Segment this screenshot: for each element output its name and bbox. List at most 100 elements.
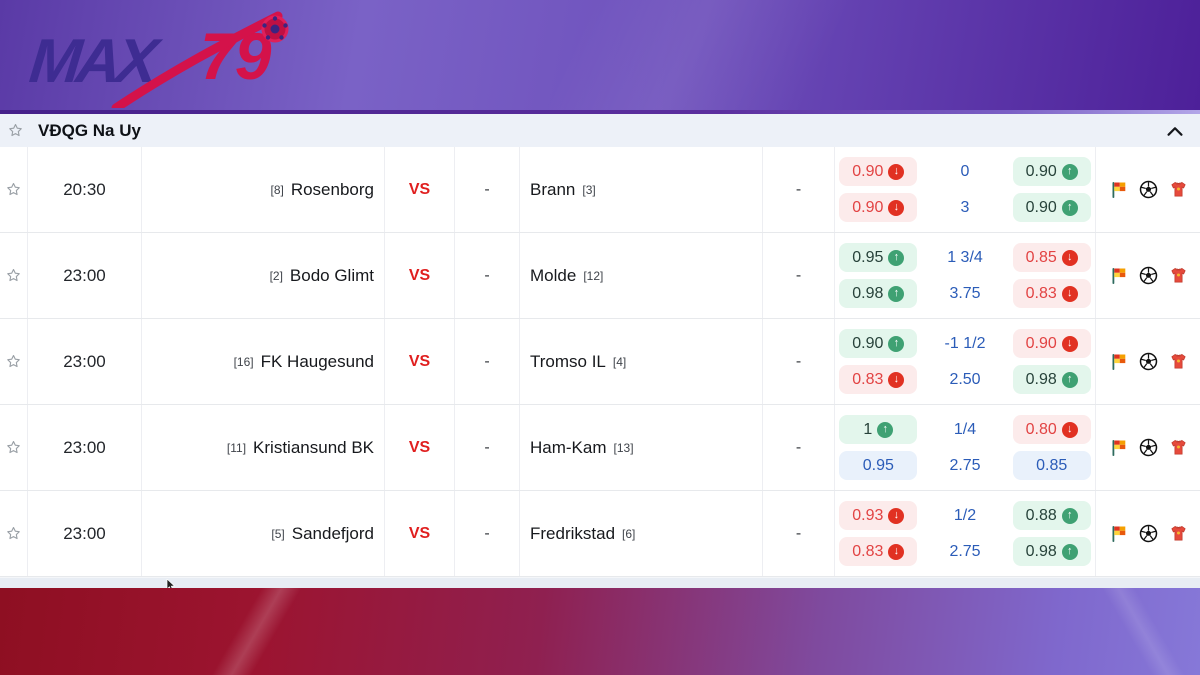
trend-arrow-icon: ↑ xyxy=(1061,163,1078,180)
odds-value: 0.90 xyxy=(852,162,884,180)
away-team-cell[interactable]: Brann [3] xyxy=(520,147,763,232)
odds-line-bottom: 0.83 ↓ 2.75 0.98 ↑ xyxy=(835,537,1095,566)
odds-home-top-button[interactable]: 0.93 ↓ xyxy=(839,501,918,530)
logo-swoosh-ball-icon xyxy=(111,11,289,108)
home-team-name: Bodo Glimt xyxy=(289,265,374,285)
soccer-ball-icon[interactable] xyxy=(1139,180,1158,199)
away-team-cell[interactable]: Molde [12] xyxy=(520,233,763,318)
odds-cell: 0.90 ↑ -1 1/2 0.90 ↓ 0.83 ↓ 2.50 0.98 ↑ xyxy=(835,319,1096,404)
match-tools xyxy=(1096,405,1200,490)
odds-line-bottom: 0.83 ↓ 2.50 0.98 ↑ xyxy=(835,365,1095,394)
away-score: - xyxy=(763,319,835,404)
trend-arrow-icon: ↓ xyxy=(1061,335,1078,352)
match-row: 23:00 [5] Sandefjord VS - Fredrikstad [6… xyxy=(0,491,1200,577)
favorite-star-cell[interactable] xyxy=(0,147,28,232)
soccer-ball-icon[interactable] xyxy=(1139,524,1158,543)
home-team-cell[interactable]: [2] Bodo Glimt xyxy=(142,233,385,318)
away-score: - xyxy=(763,405,835,490)
soccer-ball-icon[interactable] xyxy=(1139,438,1158,457)
odds-home-bottom-button[interactable]: 0.90 ↓ xyxy=(839,193,918,222)
away-team-rank: [4] xyxy=(612,354,627,369)
odds-value: 0.98 xyxy=(1025,370,1057,388)
home-team-name: FK Haugesund xyxy=(260,351,374,371)
footer-banner xyxy=(0,588,1200,675)
odds-home-bottom-button[interactable]: 0.83 ↓ xyxy=(839,365,918,394)
away-team-name: Molde xyxy=(530,265,577,285)
handicap-line-bottom: 3.75 xyxy=(949,284,981,302)
league-star-wrap[interactable] xyxy=(0,122,30,139)
soccer-ball-icon[interactable] xyxy=(1139,266,1158,285)
away-score: - xyxy=(763,491,835,576)
odds-home-top-button[interactable]: 0.90 ↑ xyxy=(839,329,918,358)
odds-value: 0.90 xyxy=(1025,198,1057,216)
home-team-name: Kristiansund BK xyxy=(253,437,374,457)
corner-flag-icon[interactable] xyxy=(1108,438,1128,458)
home-score: - xyxy=(455,147,520,232)
home-score: - xyxy=(455,405,520,490)
odds-away-bottom-button[interactable]: 0.85 xyxy=(1012,451,1091,480)
home-team-cell[interactable]: [16] FK Haugesund xyxy=(142,319,385,404)
match-row: 23:00 [16] FK Haugesund VS - Tromso IL [… xyxy=(0,319,1200,405)
jersey-icon[interactable] xyxy=(1169,438,1188,457)
odds-home-bottom-button[interactable]: 0.95 xyxy=(839,451,918,480)
trend-arrow-icon: ↓ xyxy=(888,199,905,216)
match-row: 23:00 [2] Bodo Glimt VS - Molde [12] - 0… xyxy=(0,233,1200,319)
handicap-line-bottom: 2.50 xyxy=(949,370,981,388)
away-team-cell[interactable]: Tromso IL [4] xyxy=(520,319,763,404)
odds-away-top-button[interactable]: 0.85 ↓ xyxy=(1012,243,1091,272)
odds-value: 0.95 xyxy=(852,248,884,266)
odds-value: 0.90 xyxy=(1025,334,1057,352)
vs-label: VS xyxy=(385,405,455,490)
league-header[interactable]: VĐQG Na Uy xyxy=(0,114,1200,147)
jersey-icon[interactable] xyxy=(1169,352,1188,371)
favorite-star-cell[interactable] xyxy=(0,233,28,318)
scrollbar-track[interactable] xyxy=(0,577,1200,589)
brand-logo[interactable]: MAX 79 xyxy=(26,4,340,108)
away-team-cell[interactable]: Fredrikstad [6] xyxy=(520,491,763,576)
collapse-button[interactable] xyxy=(1164,121,1186,141)
away-score: - xyxy=(763,147,835,232)
corner-flag-icon[interactable] xyxy=(1108,352,1128,372)
odds-cell: 0.90 ↓ 0 0.90 ↑ 0.90 ↓ 3 0.90 ↑ xyxy=(835,147,1096,232)
trend-arrow-icon: ↓ xyxy=(1061,421,1078,438)
corner-flag-icon[interactable] xyxy=(1108,266,1128,286)
odds-away-bottom-button[interactable]: 0.98 ↑ xyxy=(1012,365,1091,394)
jersey-icon[interactable] xyxy=(1169,524,1188,543)
odds-away-top-button[interactable]: 0.88 ↑ xyxy=(1012,501,1091,530)
favorite-star-cell[interactable] xyxy=(0,319,28,404)
home-team-cell[interactable]: [8] Rosenborg xyxy=(142,147,385,232)
odds-away-top-button[interactable]: 0.90 ↑ xyxy=(1012,157,1091,186)
odds-home-bottom-button[interactable]: 0.98 ↑ xyxy=(839,279,918,308)
trend-arrow-icon: ↑ xyxy=(1061,507,1078,524)
odds-home-top-button[interactable]: 0.90 ↓ xyxy=(839,157,918,186)
odds-value: 0.90 xyxy=(1025,162,1057,180)
trend-arrow-icon: ↓ xyxy=(888,543,905,560)
odds-value: 0.85 xyxy=(1025,248,1057,266)
corner-flag-icon[interactable] xyxy=(1108,524,1128,544)
home-team-cell[interactable]: [5] Sandefjord xyxy=(142,491,385,576)
star-icon xyxy=(8,123,22,137)
trend-arrow-icon: ↑ xyxy=(1061,199,1078,216)
odds-home-top-button[interactable]: 1 ↑ xyxy=(839,415,918,444)
odds-away-bottom-button[interactable]: 0.83 ↓ xyxy=(1012,279,1091,308)
odds-away-top-button[interactable]: 0.80 ↓ xyxy=(1012,415,1091,444)
away-team-cell[interactable]: Ham-Kam [13] xyxy=(520,405,763,490)
corner-flag-icon[interactable] xyxy=(1108,180,1128,200)
jersey-icon[interactable] xyxy=(1169,180,1188,199)
odds-away-bottom-button[interactable]: 0.90 ↑ xyxy=(1012,193,1091,222)
soccer-ball-icon[interactable] xyxy=(1139,352,1158,371)
favorite-star-cell[interactable] xyxy=(0,405,28,490)
trend-arrow-icon: ↓ xyxy=(888,163,905,180)
vs-label: VS xyxy=(385,319,455,404)
odds-away-bottom-button[interactable]: 0.98 ↑ xyxy=(1012,537,1091,566)
odds-value: 0.95 xyxy=(862,456,894,474)
home-score: - xyxy=(455,233,520,318)
match-time: 23:00 xyxy=(28,319,142,404)
odds-home-bottom-button[interactable]: 0.83 ↓ xyxy=(839,537,918,566)
odds-home-top-button[interactable]: 0.95 ↑ xyxy=(839,243,918,272)
jersey-icon[interactable] xyxy=(1169,266,1188,285)
home-team-cell[interactable]: [11] Kristiansund BK xyxy=(142,405,385,490)
handicap-line-top: 1/2 xyxy=(953,506,977,524)
odds-away-top-button[interactable]: 0.90 ↓ xyxy=(1012,329,1091,358)
favorite-star-cell[interactable] xyxy=(0,491,28,576)
